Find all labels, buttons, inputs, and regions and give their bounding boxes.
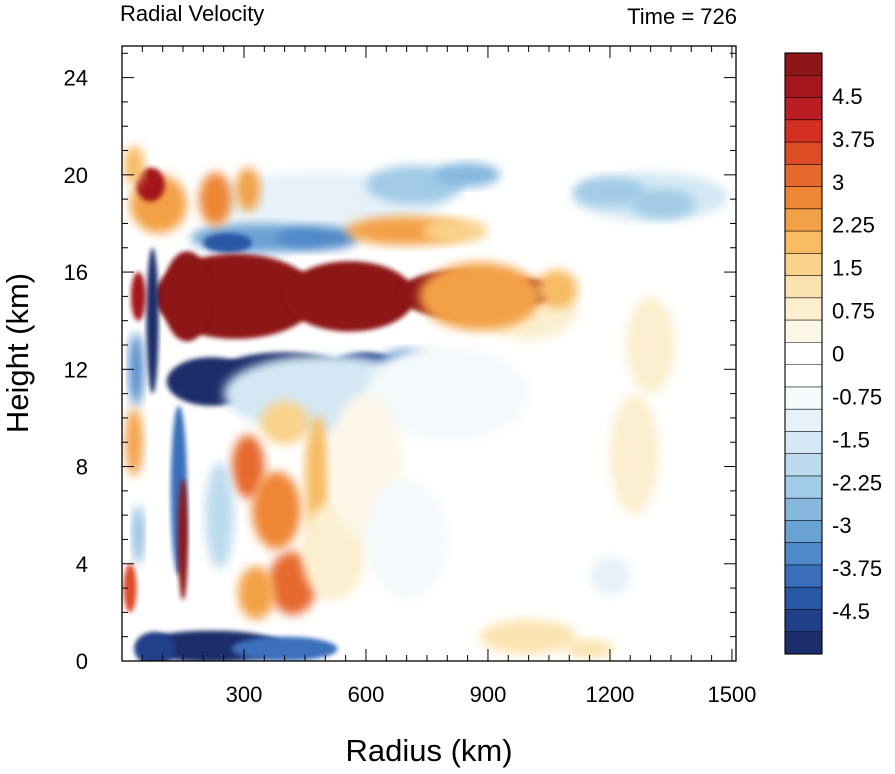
y-tick-label: 16 <box>64 260 88 285</box>
chart-title: Radial Velocity <box>120 1 264 26</box>
colorbar-tick-label: -2.25 <box>832 470 882 495</box>
plot-frame <box>121 45 737 662</box>
colorbar-tick-label: -4.5 <box>832 599 870 624</box>
colorbar-segment <box>785 119 822 143</box>
heatmap-cell <box>284 261 415 332</box>
heatmap-cell <box>146 247 159 394</box>
colorbar-segment <box>785 431 822 454</box>
x-tick-label: 1200 <box>585 682 634 707</box>
x-tick-label: 300 <box>226 682 263 707</box>
x-tick-label: 900 <box>470 682 507 707</box>
heatmap-field <box>122 46 736 661</box>
heatmap-cell <box>589 556 631 596</box>
colorbar-segment <box>785 386 822 410</box>
heatmap-cell <box>124 145 145 185</box>
x-axis-ticks: 300 600 900 1200 1500 <box>141 46 756 707</box>
heatmap-cell <box>231 636 338 661</box>
heatmap-cell <box>178 478 188 601</box>
heatmap-cell <box>231 434 265 499</box>
heatmap-cell <box>418 262 541 331</box>
colorbar-segment <box>785 342 822 365</box>
heatmap-cell <box>479 619 578 654</box>
heatmap-cell <box>609 393 659 516</box>
colorbar-segment <box>785 97 822 121</box>
colorbar: 4.5 3.75 3 2.25 1.5 0.75 0 -0.75 -1.5 -2.25 -3 -3.7… <box>784 52 882 655</box>
y-tick-label: 24 <box>64 66 88 91</box>
y-tick-label: 12 <box>64 357 88 382</box>
colorbar-tick-label: 2.25 <box>832 213 875 238</box>
heatmap-cell <box>162 251 212 342</box>
x-axis-label: Radius (km) <box>345 733 512 768</box>
colorbar-segment <box>785 498 822 521</box>
colorbar-frame <box>784 52 823 655</box>
colorbar-segment <box>785 609 822 633</box>
colorbar-segment <box>785 297 822 321</box>
x-tick-label: 600 <box>348 682 385 707</box>
heatmap-cell <box>365 478 448 601</box>
heatmap-cell <box>366 345 529 443</box>
x-tick-label: 1500 <box>707 682 756 707</box>
colorbar-segment <box>785 253 822 276</box>
heatmap-cell <box>125 408 144 477</box>
heatmap-cell <box>205 461 234 569</box>
heatmap-cell <box>123 563 137 613</box>
colorbar-segment <box>785 587 822 610</box>
colorbar-segment <box>785 231 822 254</box>
colorbar-segment <box>785 208 822 232</box>
chart-time-label: Time = 726 <box>627 4 737 29</box>
colorbar-tick-label: 1.5 <box>832 256 863 281</box>
heatmap-cell <box>252 471 301 550</box>
heatmap-cell <box>128 332 144 406</box>
colorbar-segment <box>785 364 822 388</box>
colorbar-segment <box>785 520 822 543</box>
colorbar-segment <box>785 75 822 98</box>
heatmap-cell <box>565 639 614 659</box>
colorbar-tick-label: -0.75 <box>832 384 882 409</box>
heatmap-cell <box>536 269 578 309</box>
colorbar-tick-label: 4.5 <box>832 84 863 109</box>
y-tick-label: 0 <box>76 649 88 674</box>
y-tick-label: 8 <box>76 455 88 480</box>
colorbar-tick-label: 0 <box>832 342 844 367</box>
colorbar-tick-label: 3.75 <box>832 127 875 152</box>
heatmap-cell <box>199 172 232 226</box>
colorbar-segment <box>785 186 822 210</box>
heatmap-cell <box>136 167 165 202</box>
heatmap-cell <box>131 272 146 321</box>
heatmap-cell <box>203 233 253 253</box>
colorbar-tick-label: -3 <box>832 513 852 538</box>
heatmap-cell <box>435 162 501 187</box>
heatmap-cell <box>132 505 144 564</box>
heatmap-cell <box>573 177 647 207</box>
colorbar-segment <box>785 164 822 187</box>
heatmap-cell <box>134 631 175 661</box>
heatmap-cell <box>235 167 261 212</box>
colorbar-segment <box>785 475 822 499</box>
colorbar-tick-label: 3 <box>832 170 844 195</box>
colorbar-tick-label: -3.75 <box>832 556 882 581</box>
colorbar-segment <box>785 453 822 477</box>
y-tick-label: 4 <box>76 552 88 577</box>
colorbar-tick-label: 0.75 <box>832 299 875 324</box>
colorbar-tick-label: -1.5 <box>832 427 870 452</box>
heatmap-cell <box>626 296 675 394</box>
colorbar-segment <box>785 275 822 299</box>
y-tick-label: 20 <box>64 163 88 188</box>
colorbar-segment <box>785 542 822 566</box>
heatmap-cell <box>260 400 309 445</box>
colorbar-segment <box>785 409 822 432</box>
heatmap-cell <box>630 189 696 219</box>
y-axis-ticks: 0 4 8 12 16 20 24 <box>64 52 736 674</box>
y-axis-label: Height (km) <box>0 273 35 433</box>
heatmap-cell <box>276 225 358 251</box>
colorbar-segment <box>785 320 822 343</box>
colorbar-segment <box>785 142 822 165</box>
colorbar-segment <box>785 564 822 588</box>
heatmap-cell <box>237 566 275 620</box>
colorbar-segment <box>785 631 822 655</box>
heatmap-cell <box>422 218 488 243</box>
colorbar-segment <box>785 53 822 76</box>
